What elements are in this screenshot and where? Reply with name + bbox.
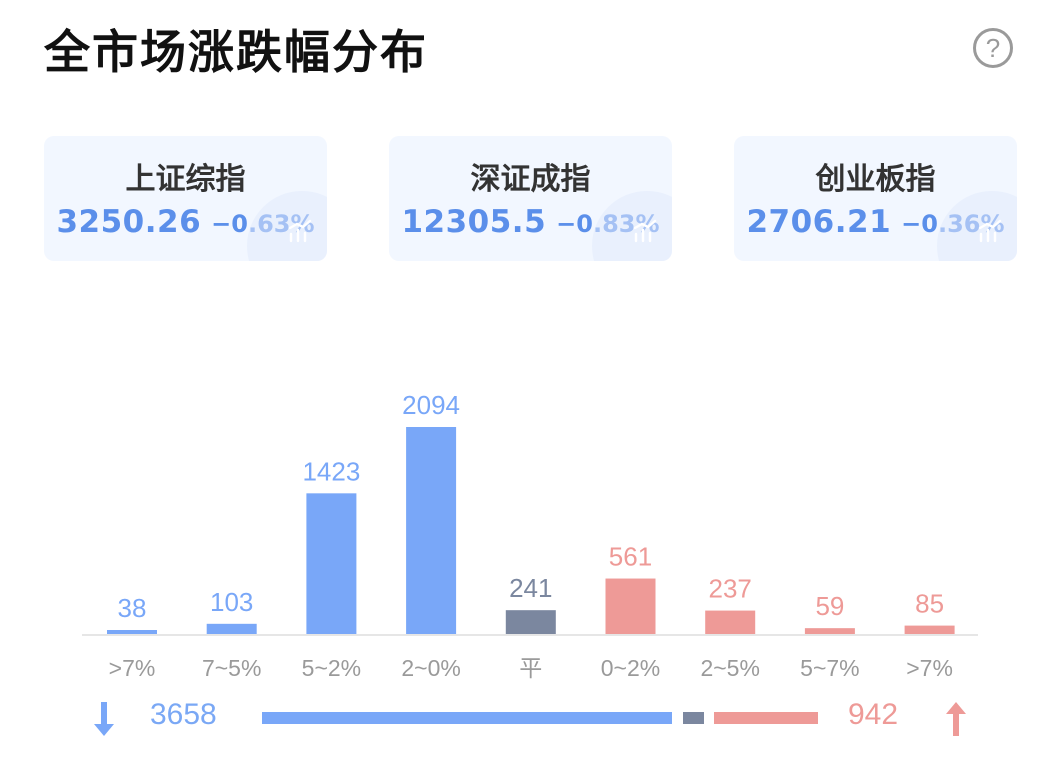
index-card-chinext[interactable]: 创业板指 2706.21 −0.36% — [734, 136, 1017, 261]
trend-chart-icon — [978, 219, 1002, 243]
bar-6[interactable] — [705, 610, 756, 634]
help-icon[interactable]: ? — [973, 28, 1013, 68]
index-price: 2706.21 — [746, 204, 892, 240]
bar-0[interactable] — [107, 630, 157, 634]
bar-1[interactable] — [206, 623, 257, 634]
index-name: 上证综指 — [125, 162, 246, 197]
up-arrow-icon — [946, 702, 966, 736]
flat-ratio-segment — [683, 712, 704, 724]
bar-8[interactable] — [904, 625, 955, 634]
index-name: 深证成指 — [470, 162, 591, 197]
bar-3[interactable] — [406, 427, 457, 634]
index-card-shenzhen[interactable]: 深证成指 12305.5 −0.83% — [389, 136, 672, 261]
x-tick-label: 7~5% — [202, 655, 261, 681]
page-title: 全市场涨跌幅分布 — [44, 25, 428, 79]
bar-value-label: 561 — [609, 542, 652, 572]
index-values: 2706.21 −0.36% — [734, 204, 1017, 240]
x-tick-label: 2~5% — [700, 655, 759, 681]
bar-5[interactable] — [605, 578, 656, 634]
bar-value-label: 38 — [118, 593, 147, 623]
index-values: 12305.5 −0.83% — [389, 204, 672, 240]
bar-value-label: 85 — [915, 589, 944, 619]
distribution-chart: 38 >7% 103 7~5% 1423 5~2% 2094 2~0% 241 平 561 0~2% 2… — [82, 390, 978, 681]
index-card-shanghai[interactable]: 上证综指 3250.26 −0.63% — [44, 136, 327, 261]
bar-value-label: 2094 — [402, 390, 460, 420]
bar-value-label: 59 — [815, 591, 844, 621]
bar-value-label: 103 — [210, 587, 253, 617]
x-tick-label: 0~2% — [601, 655, 660, 681]
trend-chart-icon — [633, 219, 657, 243]
down-ratio-segment — [262, 712, 672, 724]
index-price: 3250.26 — [56, 204, 202, 240]
x-tick-label: 2~0% — [401, 655, 460, 681]
bar-4[interactable] — [505, 610, 556, 634]
x-tick-label: 5~2% — [302, 655, 361, 681]
bar-7[interactable] — [804, 628, 855, 634]
x-tick-label: 平 — [519, 655, 542, 681]
index-values: 3250.26 −0.63% — [44, 204, 327, 240]
bar-value-label: 1423 — [302, 456, 360, 486]
x-tick-label: 5~7% — [800, 655, 859, 681]
trend-chart-icon — [288, 219, 312, 243]
index-name: 创业板指 — [815, 162, 936, 197]
x-tick-label: >7% — [109, 655, 156, 681]
index-cards: 上证综指 3250.26 −0.63% 深证成指 12305.5 −0.83% 创业… — [44, 136, 1018, 261]
total-down-count: 3658 — [150, 698, 217, 731]
bar-2[interactable] — [306, 493, 357, 634]
down-arrow-icon — [94, 702, 114, 736]
up-ratio-segment — [714, 712, 818, 724]
bar-value-label: 237 — [709, 574, 752, 604]
total-up-count: 942 — [848, 698, 899, 731]
bar-value-label: 241 — [509, 573, 552, 603]
x-tick-label: >7% — [906, 655, 953, 681]
totals-bar: 3658 942 — [0, 690, 1061, 746]
index-price: 12305.5 — [401, 204, 547, 240]
